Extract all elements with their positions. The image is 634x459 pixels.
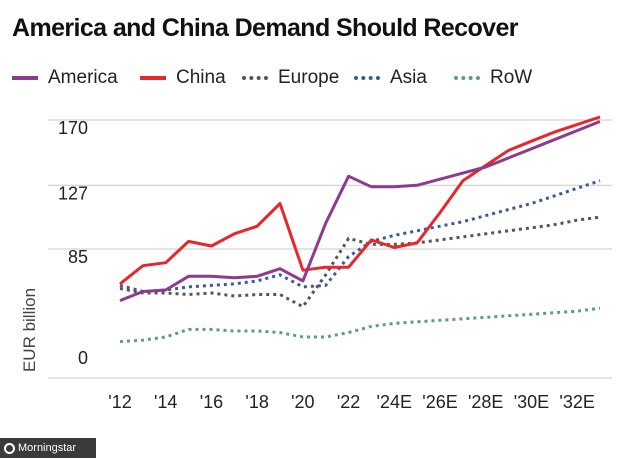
legend-item-europe: Europe: [242, 62, 339, 94]
x-tick-label: '30E: [514, 392, 549, 412]
morningstar-logo-icon: [4, 442, 15, 454]
footer-brand: Morningstar: [0, 438, 96, 458]
x-tick-label: '26E: [422, 392, 457, 412]
series-line-america: [119, 120, 601, 302]
y-tick-label: 0: [78, 348, 88, 368]
legend-swatch-america: [12, 76, 38, 80]
x-tick-label: '20: [291, 392, 314, 412]
x-tick-label: '28E: [468, 392, 503, 412]
legend-swatch-europe: [242, 76, 268, 80]
y-axis-label: EUR billion: [20, 288, 39, 372]
x-tick-label: '24E: [377, 392, 412, 412]
x-tick-label: '16: [200, 392, 223, 412]
series-lines: [119, 115, 601, 344]
x-tick-label: '32E: [559, 392, 594, 412]
legend-label-row: RoW: [490, 67, 533, 88]
x-tick-label: '14: [154, 392, 177, 412]
legend-item-china: China: [140, 62, 226, 94]
y-tick-label: 85: [68, 247, 88, 267]
y-tick-label: 127: [58, 183, 88, 203]
footer-brand-text: Morningstar: [18, 442, 77, 454]
legend-item-america: America: [12, 62, 118, 94]
legend-item-asia: Asia: [354, 62, 427, 94]
x-tick-label: '22: [337, 392, 360, 412]
legend: America China Europe Asia RoW: [12, 62, 622, 94]
series-line-row: [119, 306, 601, 344]
legend-item-row: RoW: [454, 62, 532, 94]
legend-label-europe: Europe: [278, 67, 340, 88]
legend-swatch-asia: [354, 76, 380, 80]
legend-label-china: China: [176, 67, 226, 88]
x-tick-label: '18: [245, 392, 268, 412]
y-axis-ticks: 0 85 127 170: [58, 118, 88, 368]
legend-swatch-china: [140, 76, 166, 80]
series-line-europe: [119, 215, 601, 309]
x-axis-ticks: '12 '14 '16 '18 '20 '22 '24E '26E '28E '30E '32E: [108, 392, 595, 412]
legend-label-asia: Asia: [390, 67, 427, 88]
legend-label-america: America: [48, 67, 118, 88]
legend-swatch-row: [454, 76, 480, 80]
series-line-china: [119, 115, 601, 286]
y-tick-label: 170: [58, 118, 88, 138]
x-tick-label: '12: [108, 392, 131, 412]
gridlines: [48, 119, 612, 379]
chart-title: America and China Demand Should Recover: [12, 14, 519, 42]
series-line-asia: [119, 179, 601, 293]
